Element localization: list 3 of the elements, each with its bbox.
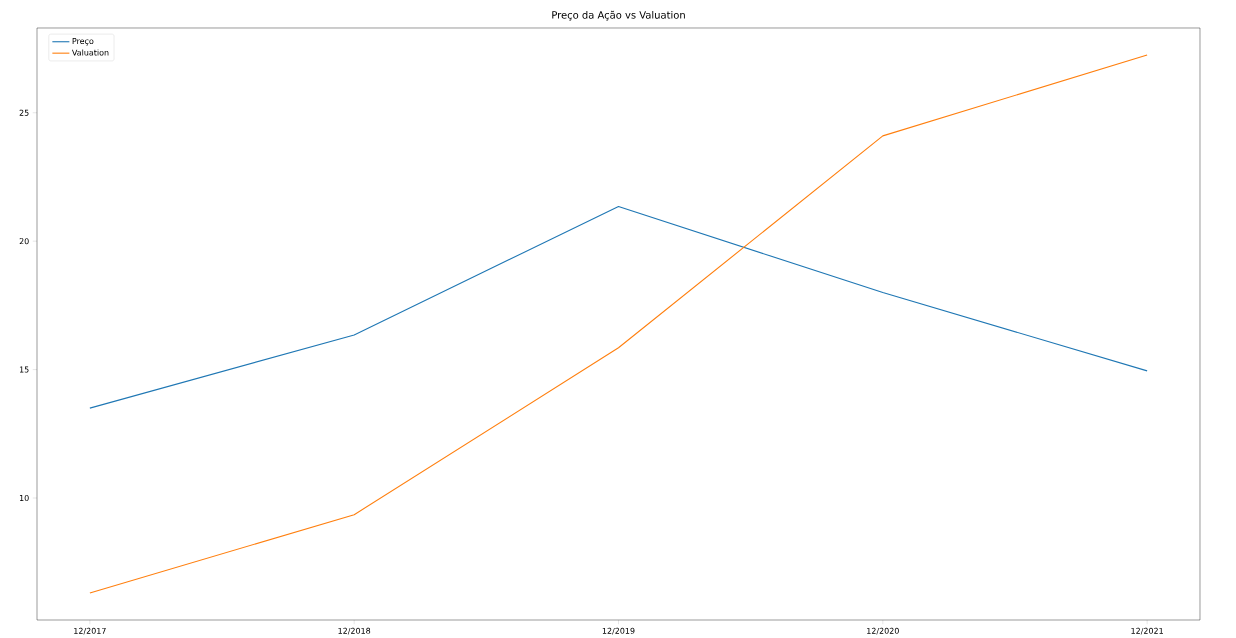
- line-series: [89, 205, 1148, 409]
- line-series: [89, 54, 1148, 594]
- chart-title: Preço da Ação vs Valuation: [552, 10, 685, 21]
